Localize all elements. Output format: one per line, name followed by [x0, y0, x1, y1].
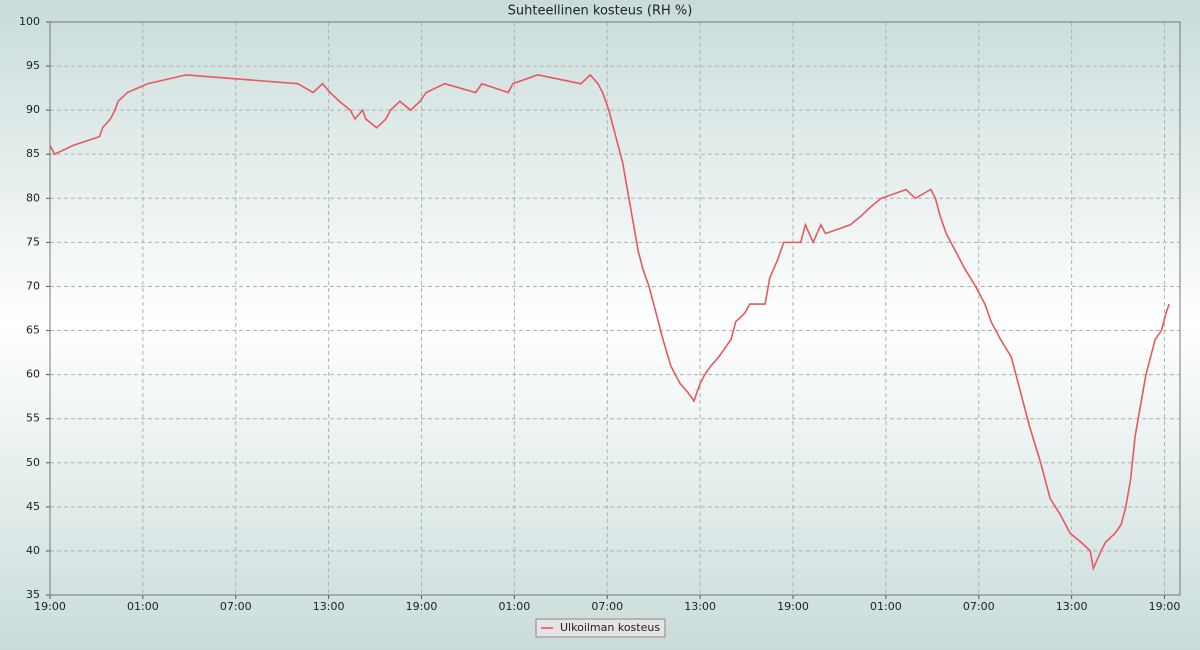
y-tick-label: 80 — [26, 191, 40, 204]
x-tick-label: 13:00 — [1056, 600, 1088, 613]
y-tick-label: 95 — [26, 59, 40, 72]
y-tick-label: 70 — [26, 279, 40, 292]
plot-frame — [49, 21, 1181, 596]
y-tick-label: 45 — [26, 500, 40, 513]
x-tick-label: 01:00 — [127, 600, 159, 613]
data-line — [49, 73, 1170, 572]
x-tick-label: 07:00 — [591, 600, 623, 613]
y-tick-label: 40 — [26, 544, 40, 557]
y-tick-label: 60 — [26, 368, 40, 381]
legend: Ulkoilman kosteus — [535, 618, 666, 638]
y-tick-label: 90 — [26, 103, 40, 116]
y-tick-label: 50 — [26, 456, 40, 469]
x-tick-label: 13:00 — [313, 600, 345, 613]
x-tick-label: 13:00 — [684, 600, 716, 613]
x-tick-label: 19:00 — [777, 600, 809, 613]
y-tick-label: 100 — [19, 15, 40, 28]
legend-box — [535, 618, 666, 638]
y-tick-label: 75 — [26, 235, 40, 248]
y-tick-label: 65 — [26, 324, 40, 337]
y-tick-label: 35 — [26, 588, 40, 601]
x-tick-label: 19:00 — [34, 600, 66, 613]
x-tick-label: 01:00 — [499, 600, 531, 613]
chart-title: Suhteellinen kosteus (RH %) — [508, 4, 693, 19]
x-tick-label: 07:00 — [963, 600, 995, 613]
x-tick-label: 19:00 — [1149, 600, 1181, 613]
x-tick-label: 01:00 — [870, 600, 902, 613]
y-tick-label: 85 — [26, 147, 40, 160]
legend-label: Ulkoilman kosteus — [560, 621, 660, 634]
y-tick-label: 55 — [26, 412, 40, 425]
x-tick-label: 19:00 — [406, 600, 438, 613]
x-tick-label: 07:00 — [220, 600, 252, 613]
